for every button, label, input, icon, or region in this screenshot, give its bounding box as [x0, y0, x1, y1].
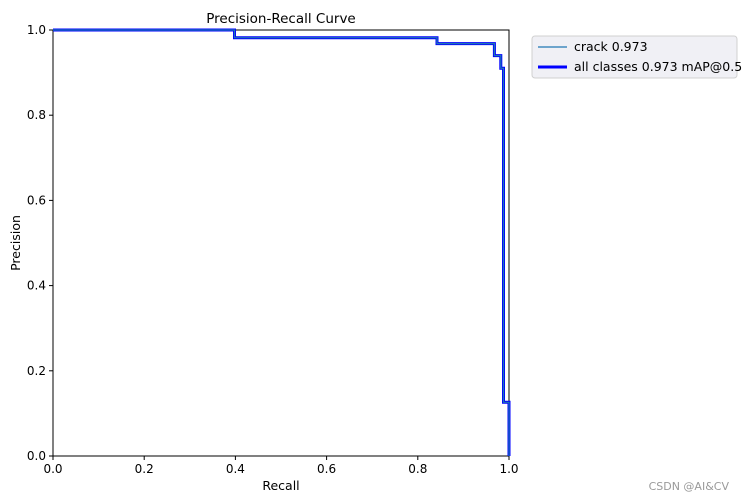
x-tick-label: 1.0	[499, 462, 518, 476]
y-tick-label: 0.0	[27, 449, 46, 463]
y-tick-label: 0.6	[27, 193, 46, 207]
watermark: CSDN @AI&CV	[648, 480, 729, 493]
legend-label-all-classes: all classes 0.973 mAP@0.5	[574, 59, 742, 74]
x-tick-label: 0.0	[43, 462, 62, 476]
y-tick-label: 0.8	[27, 108, 46, 122]
chart-title: Precision-Recall Curve	[206, 11, 356, 27]
x-tick-label: 0.6	[317, 462, 336, 476]
series-layer	[53, 28, 511, 456]
legend-box	[531, 35, 738, 79]
plot-area	[52, 28, 511, 457]
x-axis-label: Recall	[262, 478, 299, 493]
x-axis-ticks: 0.0 0.2 0.4 0.6 0.8 1.0	[43, 456, 519, 476]
y-tick-label: 0.2	[27, 364, 46, 378]
x-tick-label: 0.2	[135, 462, 154, 476]
y-tick-label: 0.4	[27, 279, 46, 293]
y-axis-label: Precision	[8, 215, 23, 271]
x-tick-label: 0.8	[408, 462, 427, 476]
plot-frame	[52, 29, 510, 457]
legend: crack 0.973 all classes 0.973 mAP@0.5	[531, 35, 742, 79]
series-line-crack	[53, 29, 510, 456]
y-tick-label: 1.0	[27, 23, 46, 37]
y-axis-ticks: 0.0 0.2 0.4 0.6 0.8 1.0	[27, 23, 53, 463]
legend-label-crack: crack 0.973	[574, 39, 648, 54]
x-tick-label: 0.4	[226, 462, 245, 476]
